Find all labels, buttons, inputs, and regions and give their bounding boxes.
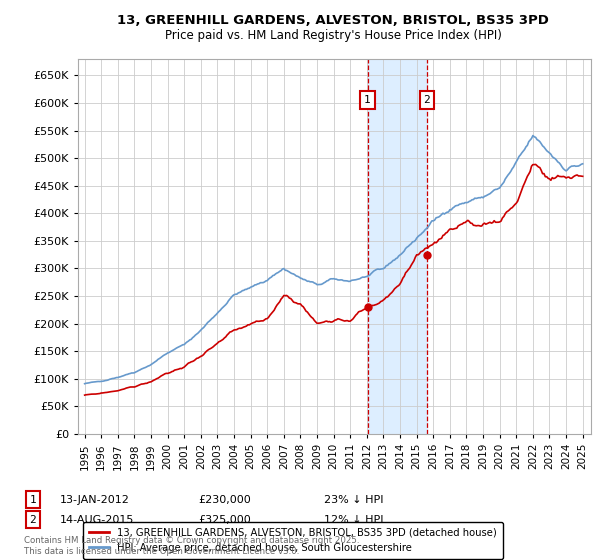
Text: Price paid vs. HM Land Registry's House Price Index (HPI): Price paid vs. HM Land Registry's House … <box>164 29 502 42</box>
Text: 2: 2 <box>29 515 37 525</box>
Text: Contains HM Land Registry data © Crown copyright and database right 2025.
This d: Contains HM Land Registry data © Crown c… <box>24 536 359 556</box>
Text: 2: 2 <box>424 95 430 105</box>
Text: £325,000: £325,000 <box>198 515 251 525</box>
Text: 13-JAN-2012: 13-JAN-2012 <box>60 494 130 505</box>
Legend: 13, GREENHILL GARDENS, ALVESTON, BRISTOL, BS35 3PD (detached house), HPI: Averag: 13, GREENHILL GARDENS, ALVESTON, BRISTOL… <box>83 521 503 558</box>
Text: £230,000: £230,000 <box>198 494 251 505</box>
Text: 12% ↓ HPI: 12% ↓ HPI <box>324 515 383 525</box>
Bar <box>368 59 427 434</box>
Text: 14-AUG-2015: 14-AUG-2015 <box>60 515 134 525</box>
Text: 23% ↓ HPI: 23% ↓ HPI <box>324 494 383 505</box>
Text: 13, GREENHILL GARDENS, ALVESTON, BRISTOL, BS35 3PD: 13, GREENHILL GARDENS, ALVESTON, BRISTOL… <box>117 14 549 27</box>
Text: 1: 1 <box>364 95 371 105</box>
Text: 1: 1 <box>29 494 37 505</box>
